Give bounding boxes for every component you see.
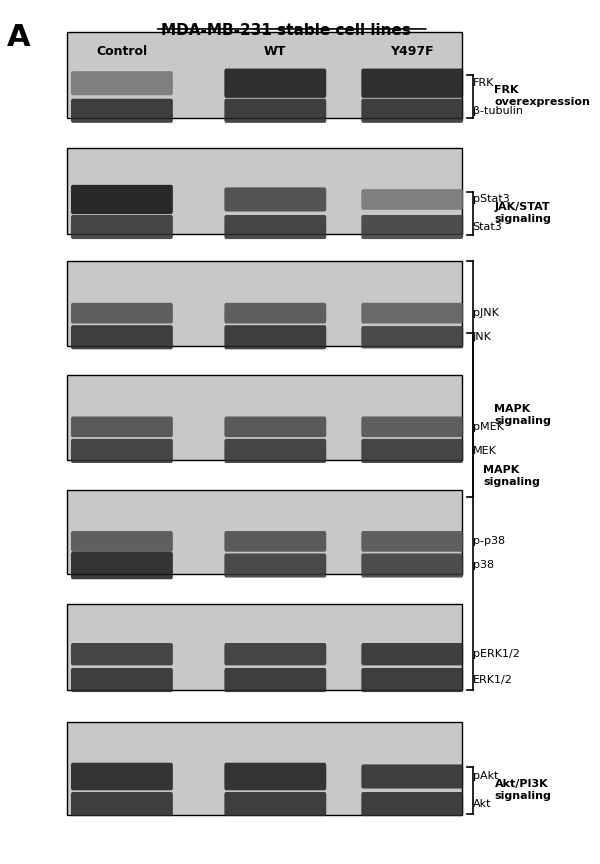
Text: JNK: JNK [473, 333, 491, 342]
FancyBboxPatch shape [224, 439, 326, 463]
FancyBboxPatch shape [71, 643, 173, 665]
Text: p-p38: p-p38 [473, 537, 505, 546]
FancyBboxPatch shape [67, 148, 461, 234]
FancyBboxPatch shape [71, 302, 173, 323]
FancyBboxPatch shape [224, 187, 326, 212]
FancyBboxPatch shape [361, 98, 463, 123]
FancyBboxPatch shape [224, 325, 326, 349]
FancyBboxPatch shape [71, 668, 173, 692]
FancyBboxPatch shape [71, 98, 173, 123]
FancyBboxPatch shape [71, 763, 173, 791]
FancyBboxPatch shape [224, 668, 326, 692]
Text: pMEK: pMEK [473, 422, 503, 432]
Text: Akt/PI3K
signaling: Akt/PI3K signaling [494, 779, 551, 801]
FancyBboxPatch shape [361, 792, 463, 816]
FancyBboxPatch shape [224, 302, 326, 323]
FancyBboxPatch shape [361, 765, 463, 789]
FancyBboxPatch shape [71, 552, 173, 579]
FancyBboxPatch shape [71, 215, 173, 239]
FancyBboxPatch shape [67, 722, 461, 816]
FancyBboxPatch shape [224, 763, 326, 791]
Text: ERK1/2: ERK1/2 [473, 675, 512, 685]
Text: FRK
overexpression: FRK overexpression [494, 86, 590, 107]
Text: MAPK
signaling: MAPK signaling [494, 404, 551, 426]
FancyBboxPatch shape [71, 71, 173, 95]
FancyBboxPatch shape [224, 531, 326, 552]
FancyBboxPatch shape [224, 643, 326, 665]
FancyBboxPatch shape [361, 189, 463, 210]
FancyBboxPatch shape [361, 668, 463, 692]
FancyBboxPatch shape [361, 302, 463, 323]
FancyBboxPatch shape [224, 215, 326, 239]
FancyBboxPatch shape [67, 31, 461, 118]
FancyBboxPatch shape [224, 68, 326, 98]
FancyBboxPatch shape [71, 416, 173, 437]
FancyBboxPatch shape [71, 531, 173, 552]
FancyBboxPatch shape [67, 262, 461, 346]
Text: Control: Control [97, 45, 148, 58]
Text: Stat3: Stat3 [473, 222, 502, 232]
Text: FRK: FRK [473, 79, 494, 88]
FancyBboxPatch shape [224, 792, 326, 816]
Text: pStat3: pStat3 [473, 194, 509, 205]
FancyBboxPatch shape [71, 185, 173, 214]
FancyBboxPatch shape [361, 554, 463, 577]
FancyBboxPatch shape [67, 604, 461, 690]
FancyBboxPatch shape [67, 490, 461, 574]
Text: Akt: Akt [473, 799, 491, 809]
FancyBboxPatch shape [361, 439, 463, 463]
Text: MEK: MEK [473, 446, 496, 456]
FancyBboxPatch shape [71, 325, 173, 349]
FancyBboxPatch shape [361, 531, 463, 552]
Text: A: A [7, 23, 31, 52]
FancyBboxPatch shape [361, 326, 463, 348]
FancyBboxPatch shape [361, 215, 463, 239]
FancyBboxPatch shape [224, 98, 326, 123]
FancyBboxPatch shape [224, 416, 326, 437]
Text: pJNK: pJNK [473, 308, 499, 318]
Text: MDA-MB-231 stable cell lines: MDA-MB-231 stable cell lines [161, 23, 411, 38]
Text: JAK/STAT
signaling: JAK/STAT signaling [494, 202, 551, 224]
Text: pAkt: pAkt [473, 772, 498, 782]
FancyBboxPatch shape [67, 375, 461, 460]
Text: pERK1/2: pERK1/2 [473, 649, 520, 659]
Text: Y497F: Y497F [391, 45, 434, 58]
Text: MAPK
signaling: MAPK signaling [484, 465, 541, 486]
FancyBboxPatch shape [224, 554, 326, 577]
Text: β-tubulin: β-tubulin [473, 105, 523, 116]
FancyBboxPatch shape [361, 416, 463, 437]
FancyBboxPatch shape [71, 792, 173, 816]
FancyBboxPatch shape [71, 439, 173, 463]
Text: WT: WT [264, 45, 287, 58]
Text: p38: p38 [473, 561, 494, 570]
FancyBboxPatch shape [361, 68, 463, 98]
FancyBboxPatch shape [361, 643, 463, 665]
